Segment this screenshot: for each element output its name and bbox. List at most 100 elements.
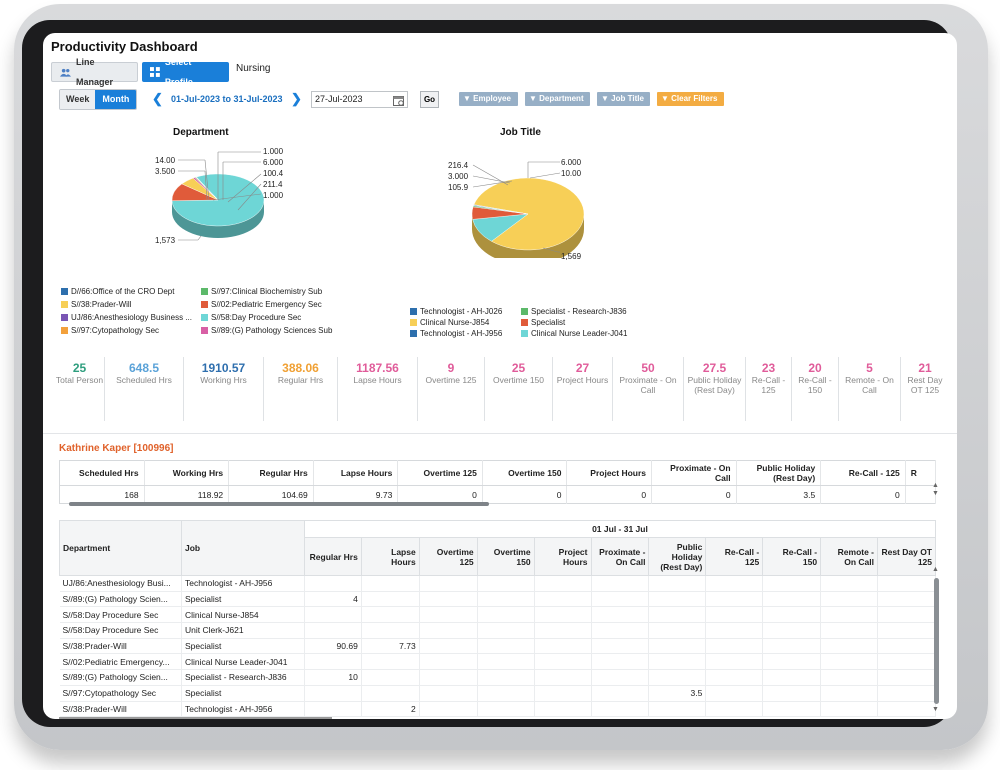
col-header[interactable]: Proximate - On Call xyxy=(651,460,737,486)
go-button[interactable]: Go xyxy=(420,91,439,108)
legend-item[interactable]: Technologist - AH-J956 xyxy=(410,329,521,338)
legend-item[interactable]: D//66:Office of the CRO Dept xyxy=(61,287,201,296)
table-row[interactable]: S//58:Day Procedure Sec Clinical Nurse-J8… xyxy=(59,606,936,624)
kpi-recall-125[interactable]: 23 Re-Call - 125 xyxy=(746,357,792,421)
kpi-total-person[interactable]: 25 Total Person xyxy=(55,357,105,421)
value-cell xyxy=(419,669,478,686)
employee-name[interactable]: Kathrine Kaper [100996] xyxy=(59,443,174,454)
scroll-arrows-icon[interactable]: ▲ ▼ xyxy=(932,482,939,497)
tab-nursing[interactable]: Nursing xyxy=(236,63,271,74)
job-title-pie-chart[interactable] xyxy=(448,138,648,258)
detail-table-body: UJ/86:Anesthesiology Busi... Technologist… xyxy=(59,575,936,718)
kpi-overtime-150[interactable]: 25 Overtime 150 xyxy=(485,357,553,421)
table-row[interactable]: S//89:(G) Pathology Scien... Specialist 4 xyxy=(59,591,936,608)
col-header[interactable]: Rest Day OT 125 xyxy=(877,537,936,576)
value-cell xyxy=(591,685,650,702)
value-cell xyxy=(591,606,650,624)
legend-item[interactable]: S//97:Cytopathology Sec xyxy=(61,326,201,335)
month-button[interactable]: Month xyxy=(95,90,137,109)
legend-item[interactable]: S//02:Pediatric Emergency Sec xyxy=(201,300,341,309)
col-header[interactable]: Re-Call - 150 xyxy=(762,537,822,576)
kpi-scheduled-hrs[interactable]: 648.5 Scheduled Hrs xyxy=(105,357,184,421)
legend-item[interactable]: UJ/86:Anesthesiology Business ... xyxy=(61,313,201,322)
vertical-scrollbar[interactable] xyxy=(934,578,939,704)
col-header-job[interactable]: Job xyxy=(180,520,305,576)
scroll-up-icon[interactable]: ▲ xyxy=(932,566,939,573)
col-header[interactable]: Lapse Hours xyxy=(360,537,420,576)
col-header[interactable]: Scheduled Hrs xyxy=(59,460,145,486)
kpi-remote-on-call[interactable]: 5 Remote - On Call xyxy=(839,357,901,421)
date-input[interactable]: 27-Jul-2023 xyxy=(311,91,408,108)
table-row[interactable]: S//58:Day Procedure Sec Unit Clerk-J621 xyxy=(59,622,936,639)
kpi-proximate-on-call[interactable]: 50 Proximate - On Call xyxy=(613,357,684,421)
table-row[interactable]: S//89:(G) Pathology Scien... Specialist -… xyxy=(59,669,936,686)
horizontal-scrollbar[interactable] xyxy=(69,502,489,506)
table-row[interactable]: UJ/86:Anesthesiology Busi... Technologist… xyxy=(59,575,936,592)
col-header[interactable]: Project Hours xyxy=(566,460,653,486)
value-cell xyxy=(762,653,822,671)
legend-item[interactable]: S//38:Prader-Will xyxy=(61,300,201,309)
col-header[interactable]: Working Hrs xyxy=(144,460,230,486)
kpi-overtime-125[interactable]: 9 Overtime 125 xyxy=(418,357,485,421)
kpi-regular-hrs[interactable]: 388.06 Regular Hrs xyxy=(264,357,338,421)
legend-item[interactable]: S//97:Clinical Biochemistry Sub xyxy=(201,287,341,296)
page-title: Productivity Dashboard xyxy=(51,39,198,54)
legend-item[interactable]: Specialist xyxy=(521,318,641,327)
kpi-rest-day-ot-125[interactable]: 21 Rest Day OT 125 xyxy=(901,357,949,421)
legend-label: S//58:Day Procedure Sec xyxy=(211,313,302,322)
week-button[interactable]: Week xyxy=(60,90,96,109)
col-header[interactable]: Overtime 150 xyxy=(476,537,535,576)
tab-line-manager[interactable]: Line Manager xyxy=(51,57,138,87)
legend-item[interactable]: Clinical Nurse-J854 xyxy=(410,318,521,327)
col-header[interactable]: Lapse Hours xyxy=(313,460,399,486)
col-header[interactable]: Public Holiday (Rest Day) xyxy=(648,537,707,576)
pie-slice[interactable] xyxy=(473,204,529,215)
pie-slice[interactable] xyxy=(473,177,585,251)
pie-slice[interactable] xyxy=(195,176,219,201)
legend-item[interactable]: Specialist - Research-J836 xyxy=(521,307,641,316)
table-row[interactable]: S//02:Pediatric Emergency... Clinical Nur… xyxy=(59,653,936,671)
legend-item[interactable]: S//58:Day Procedure Sec xyxy=(201,313,341,322)
kpi-public-holiday[interactable]: 27.5 Public Holiday (Rest Day) xyxy=(684,357,746,421)
kpi-recall-150[interactable]: 20 Re-Call - 150 xyxy=(792,357,839,421)
col-header[interactable]: Overtime 125 xyxy=(418,537,478,576)
table-row[interactable]: S//38:Prader-Will Technologist - AH-J956 2 xyxy=(59,701,936,718)
department-filter-button[interactable]: ▼ Department xyxy=(525,92,590,106)
scroll-down-icon[interactable]: ▼ xyxy=(932,706,939,713)
clear-filters-button[interactable]: ▼ Clear Filters xyxy=(657,92,724,106)
table-row[interactable]: S//38:Prader-Will Specialist 90.69 7.73 xyxy=(59,638,936,655)
col-header[interactable]: Overtime 150 xyxy=(482,460,568,486)
col-header[interactable]: Re-Call - 125 xyxy=(820,460,906,486)
department-pie-chart[interactable] xyxy=(143,138,343,248)
col-header[interactable]: Overtime 125 xyxy=(397,460,483,486)
bottom-scrollbar[interactable] xyxy=(59,717,332,719)
value-cell xyxy=(762,685,822,702)
employee-filter-button[interactable]: ▼ Employee xyxy=(459,92,518,106)
col-header[interactable]: Remote - On Call xyxy=(820,537,879,576)
col-header[interactable]: Re-Call - 125 xyxy=(705,537,764,576)
legend-item[interactable]: Clinical Nurse Leader-J041 xyxy=(521,329,641,338)
table-row[interactable]: S//97:Cytopathology Sec Specialist 3.5 xyxy=(59,685,936,702)
value-cell xyxy=(534,669,592,686)
prev-period-icon[interactable]: ❮ xyxy=(152,91,163,106)
next-period-icon[interactable]: ❯ xyxy=(291,91,302,106)
col-header-department[interactable]: Department xyxy=(59,520,182,576)
tab-select-profile[interactable]: Select Profile xyxy=(142,57,229,87)
col-header[interactable]: Public Holiday (Rest Day) xyxy=(736,460,822,486)
kpi-lapse-hours[interactable]: 1187.56 Lapse Hours xyxy=(338,357,418,421)
calendar-icon[interactable] xyxy=(393,93,404,111)
tab-select-profile-label: Select Profile xyxy=(164,57,193,87)
kpi-project-hours[interactable]: 27 Project Hours xyxy=(553,357,613,421)
col-header[interactable]: R xyxy=(905,460,937,486)
kpi-working-hrs[interactable]: 1910.57 Working Hrs xyxy=(184,357,264,421)
col-header[interactable]: Regular Hrs xyxy=(228,460,314,486)
col-header[interactable]: Project Hours xyxy=(533,537,592,576)
legend-item[interactable]: Technologist - AH-J026 xyxy=(410,307,521,316)
department-cell: UJ/86:Anesthesiology Busi... xyxy=(59,575,182,592)
legend-item[interactable]: S//89:(G) Pathology Sciences Sub xyxy=(201,326,341,335)
kpi-label: Public Holiday (Rest Day) xyxy=(687,375,742,395)
col-header[interactable]: Proximate - On Call xyxy=(590,537,650,576)
job-title-filter-button[interactable]: ▼ Job Title xyxy=(597,92,650,106)
col-header[interactable]: Regular Hrs xyxy=(303,537,362,576)
job-data-label-1: 216.4 xyxy=(448,161,469,170)
